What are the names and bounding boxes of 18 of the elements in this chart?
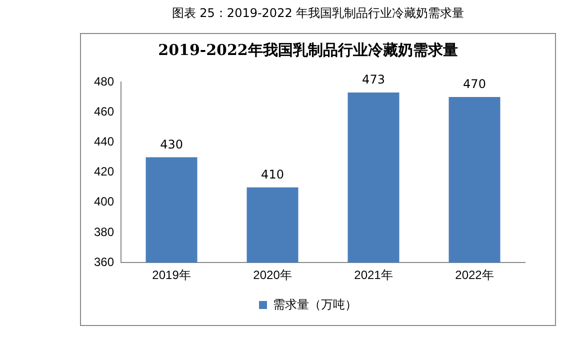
x-tick-label: 2019年 xyxy=(152,268,191,282)
legend-label: 需求量（万吨） xyxy=(273,297,357,312)
data-label: 430 xyxy=(160,137,183,152)
data-label: 470 xyxy=(463,77,486,92)
y-tick-label: 420 xyxy=(94,164,114,179)
text: 图表 25：2019-2022 年我国乳制品行业冷藏奶需求量 xyxy=(170,5,466,22)
data-label: 473 xyxy=(362,72,385,87)
y-tick-label: 400 xyxy=(94,194,114,209)
chart-title: 2019-2022年我国乳制品行业冷藏奶需求量 xyxy=(158,40,458,59)
data-label: 410 xyxy=(261,167,284,182)
y-tick-label: 360 xyxy=(94,254,114,269)
y-tick-label: 460 xyxy=(94,104,114,118)
x-tick-label: 2022年 xyxy=(455,268,494,282)
x-tick-label: 2021年 xyxy=(354,268,393,282)
y-tick-label: 480 xyxy=(94,74,114,88)
y-tick-label: 380 xyxy=(94,224,114,239)
x-tick-label: 2020年 xyxy=(253,268,292,282)
y-tick-label: 440 xyxy=(94,134,114,149)
